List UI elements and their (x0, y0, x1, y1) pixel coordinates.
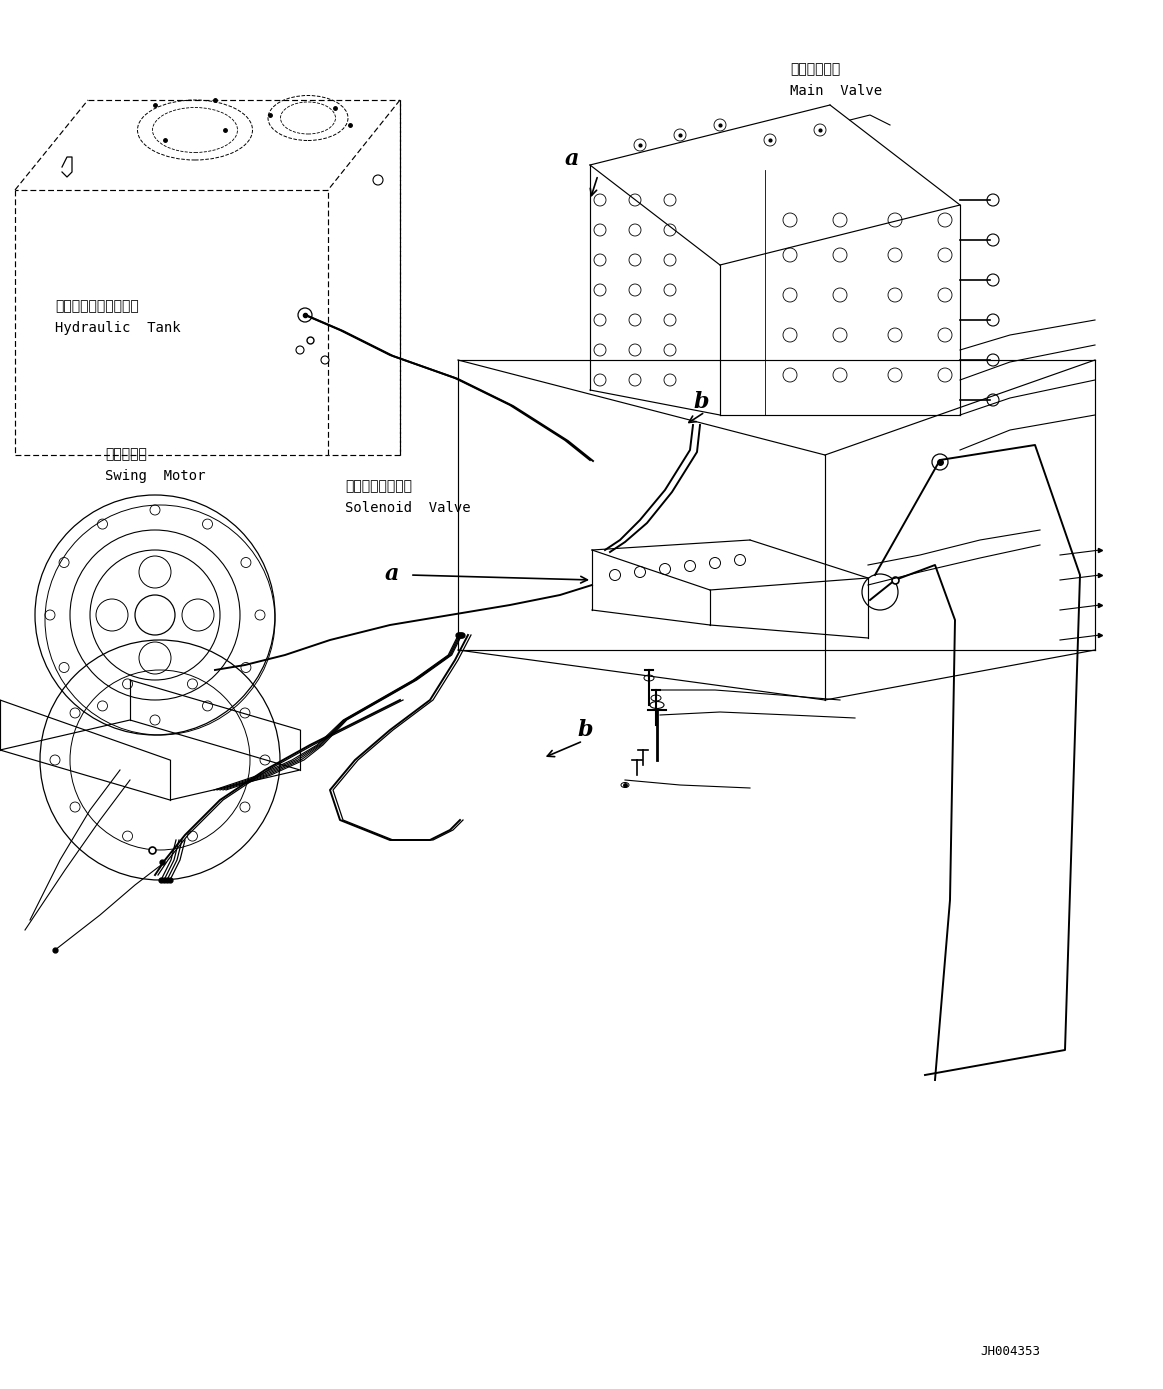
Text: Solenoid  Valve: Solenoid Valve (345, 501, 471, 515)
Text: 旋回モータ: 旋回モータ (105, 447, 147, 461)
Text: ハイドロリックタンク: ハイドロリックタンク (55, 299, 138, 313)
Text: a: a (385, 563, 399, 585)
Text: ソレノイドバルブ: ソレノイドバルブ (345, 479, 412, 493)
Text: メインバルブ: メインバルブ (790, 63, 840, 76)
Text: Hydraulic  Tank: Hydraulic Tank (55, 321, 180, 335)
Text: Main  Valve: Main Valve (790, 83, 882, 99)
Text: JH004353: JH004353 (980, 1345, 1040, 1358)
Text: a: a (565, 149, 579, 169)
Text: b: b (577, 720, 592, 740)
Text: b: b (693, 390, 708, 413)
Text: Swing  Motor: Swing Motor (105, 469, 206, 483)
